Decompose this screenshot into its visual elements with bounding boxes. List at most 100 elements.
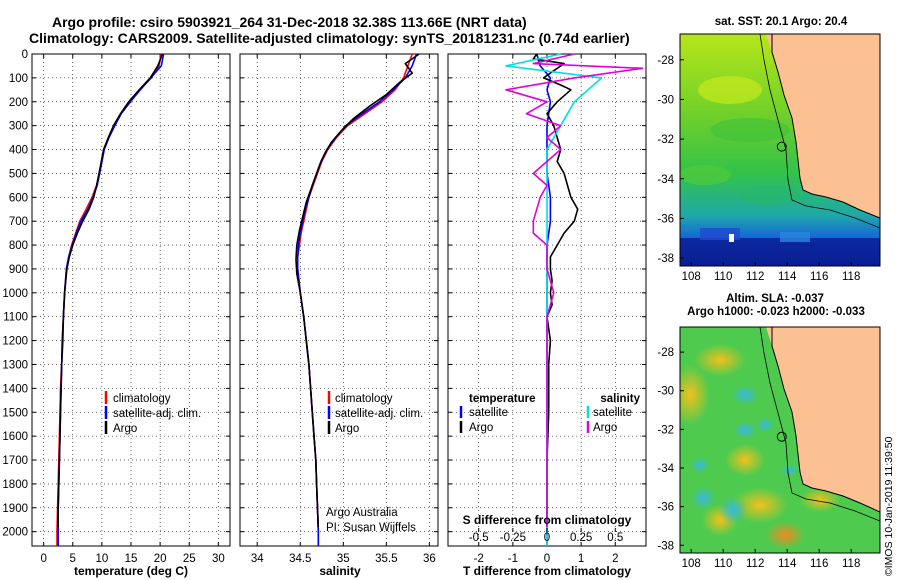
map-x-tick-label: 112: [746, 558, 764, 570]
x-tick-label: 30: [212, 553, 225, 565]
temp-legend-argo: Argo: [113, 423, 137, 435]
diff-legend-sal-header: salinity: [600, 393, 640, 405]
depth-tick-label: 0: [22, 49, 28, 61]
s-diff-tick-label: 0.25: [570, 532, 592, 544]
s-diff-tick-label: -0.25: [500, 532, 526, 544]
x-tick-label: -1: [508, 553, 518, 565]
sst-land: [766, 34, 880, 218]
pi-annotation: PI: Susan Wijffels: [326, 522, 416, 534]
map-y-tick-label: -34: [657, 463, 674, 475]
depth-tick-label: 700: [9, 216, 28, 228]
depth-tick-label: 1600: [2, 431, 28, 443]
x-tick-label: 10: [95, 553, 108, 565]
x-tick-label: -2: [474, 553, 484, 565]
x-tick-label: 0: [544, 553, 550, 565]
map-y-tick-label: -38: [657, 253, 674, 265]
depth-tick-label: 1000: [2, 288, 28, 300]
map-y-tick-label: -32: [657, 424, 674, 436]
map-y-tick-label: -32: [657, 134, 674, 146]
sal-legend-argo: Argo: [335, 423, 359, 435]
sla-land: [766, 327, 880, 512]
temp-legend-climatology: climatology: [113, 393, 171, 405]
diff-legend-sal-argo: Argo: [593, 422, 617, 434]
s-diff-tick-label: -0.5: [469, 532, 489, 544]
depth-tick-label: 1100: [3, 312, 28, 324]
diff-legend-sal-satellite: satellite: [593, 407, 632, 419]
sst-float-marker: [776, 141, 787, 152]
map-x-tick-label: 116: [810, 558, 828, 570]
figure-title-line1: Argo profile: csiro 5903921_264 31-Dec-2…: [52, 14, 527, 30]
x-tick-label: 15: [125, 553, 138, 565]
x-tick-label: 35.5: [375, 553, 397, 565]
map-x-tick-label: 110: [714, 558, 732, 570]
map-y-tick-label: -36: [657, 502, 674, 514]
depth-tick-label: 900: [9, 264, 28, 276]
sst-map: 108 110 112 114 116 118 -28 -30 -32 -34 -36 -38: [657, 33, 881, 283]
map-x-tick-label: 116: [810, 271, 828, 283]
sla-map: 108 110 112 114 116 118 -28 -30 -32 -34 -36 -38: [657, 326, 881, 570]
depth-tick-label: 800: [9, 240, 28, 252]
depth-tick-label: 1300: [2, 359, 28, 371]
sla-float-marker: [776, 431, 787, 442]
salinity-axis-label: salinity: [319, 564, 361, 578]
sal-legend-satellite: satellite-adj. clim.: [335, 408, 423, 420]
plot-frame: [31, 53, 231, 547]
x-tick-label: 34.5: [289, 553, 311, 565]
x-tick-label: 0: [40, 553, 46, 565]
map-y-tick-label: -30: [657, 94, 674, 106]
map-y-tick-label: -34: [657, 174, 674, 186]
sla-coastline: [771, 327, 880, 513]
map-y-tick-label: -38: [657, 540, 674, 552]
map-x-tick-label: 110: [714, 271, 732, 283]
figure-title-line2: Climatology: CARS2009. Satellite-adjuste…: [29, 30, 630, 46]
x-tick-label: 35: [337, 553, 350, 565]
sst-isobath: [759, 34, 880, 229]
sst-map-title: sat. SST: 20.1 Argo: 20.4: [715, 16, 848, 28]
difference-legend: temperature satellite Argo salinity sate…: [459, 393, 641, 434]
salinity-panel: 34 34.5 35 35.5 36: [239, 53, 439, 565]
depth-tick-label: 2000: [2, 527, 28, 539]
depth-tick-label: 300: [9, 121, 28, 133]
depth-tick-label: 1900: [2, 503, 28, 515]
depth-tick-label: 1200: [2, 336, 28, 348]
temperature-axis-label: temperature (deg C): [74, 564, 188, 578]
diff-legend-temp-satellite: satellite: [469, 407, 508, 419]
x-tick-label: 5: [70, 553, 76, 565]
sal-legend-climatology: climatology: [335, 393, 393, 405]
map-x-tick-label: 108: [682, 558, 701, 570]
map-y-tick-label: -28: [657, 347, 674, 359]
map-x-tick-label: 114: [778, 271, 797, 283]
series-line-argo: [295, 53, 420, 527]
series-line-argo: [57, 53, 164, 527]
temperature-legend: climatology satellite-adj. clim. Argo: [104, 391, 201, 435]
depth-tick-label: 500: [9, 168, 28, 180]
plot-frame: [239, 53, 439, 547]
s-diff-tick-label: 0: [544, 532, 550, 544]
sla-isobath: [759, 327, 880, 522]
diff-legend-temp-argo: Argo: [469, 422, 493, 434]
sla-map-title-1: Altim. SLA: -0.037: [726, 293, 824, 305]
depth-tick-label: 1700: [2, 455, 28, 467]
x-tick-label: 1: [578, 553, 584, 565]
s-diff-tick-label: 0.5: [607, 532, 623, 544]
depth-tick-label: 100: [9, 73, 28, 85]
t-difference-axis-label: T difference from climatology: [463, 564, 631, 578]
map-y-tick-label: -36: [657, 213, 674, 225]
map-x-tick-label: 112: [746, 271, 764, 283]
imos-stamp: ©IMOS 10-Jan-2019 11:39:50: [883, 436, 895, 576]
map-x-tick-label: 114: [778, 558, 797, 570]
depth-tick-label: 1500: [2, 407, 28, 419]
temp-legend-satellite: satellite-adj. clim.: [113, 408, 201, 420]
depth-tick-label: 600: [9, 192, 28, 204]
x-tick-label: 2: [612, 553, 618, 565]
argo-australia-annotation: Argo Australia: [326, 507, 398, 519]
map-y-tick-label: -30: [657, 386, 674, 398]
sst-coastline: [771, 34, 880, 219]
x-tick-label: 34: [251, 553, 264, 565]
salinity-legend: climatology satellite-adj. clim. Argo: [327, 391, 423, 435]
x-tick-label: 25: [183, 553, 196, 565]
series-line-salinity-argo: [505, 53, 644, 527]
map-x-tick-label: 108: [682, 271, 701, 283]
difference-panel: -2 -1 0 1 2 -0.5 -0.25 0 0.25 0.5: [447, 53, 647, 565]
